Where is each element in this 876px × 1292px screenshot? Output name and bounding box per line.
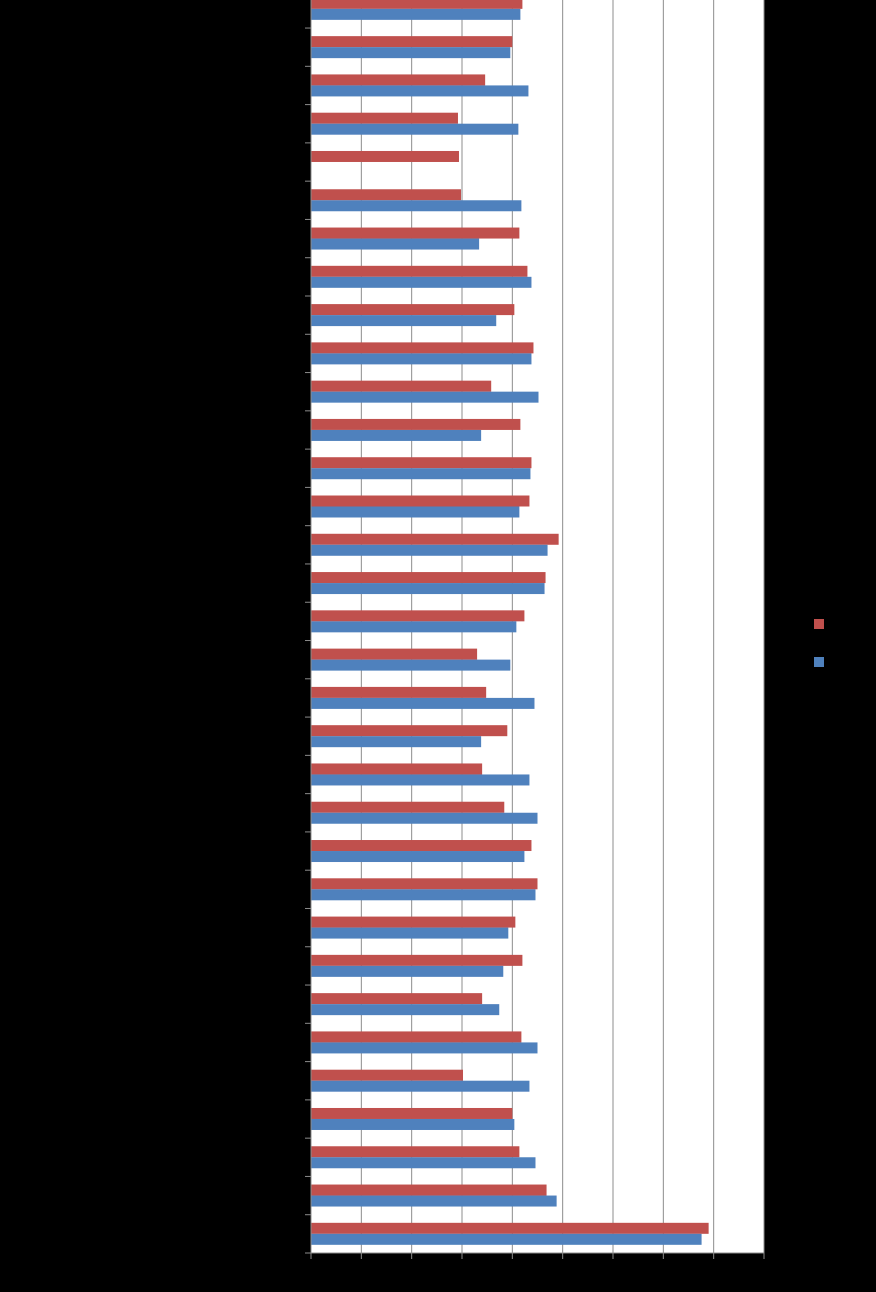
bar-series-2 — [311, 659, 511, 671]
bar-series-1 — [311, 36, 513, 48]
bar-series-2 — [311, 774, 530, 786]
bar-series-2 — [311, 544, 548, 556]
axes — [305, 0, 765, 1259]
bar-series-2 — [311, 1118, 515, 1130]
bar-series-2 — [311, 276, 532, 288]
bar-series-2 — [311, 429, 482, 441]
bar-series-1 — [311, 725, 508, 737]
bar-series-1 — [311, 189, 461, 201]
bar-series-1 — [311, 1146, 520, 1158]
bar-series-2 — [311, 965, 504, 977]
bar-series-2 — [311, 506, 520, 518]
bar-series-2 — [311, 85, 529, 97]
bar-series-1 — [311, 648, 478, 660]
bar-series-1 — [311, 954, 523, 966]
bar-series-1 — [311, 533, 559, 545]
bar-series-1 — [311, 304, 515, 316]
bar-series-2 — [311, 583, 545, 595]
bar-series-2 — [311, 123, 519, 135]
bar-series-1 — [311, 495, 530, 507]
bar-series-1 — [311, 227, 520, 239]
bar-series-1 — [311, 74, 486, 86]
bar-series-1 — [311, 342, 534, 354]
bar-series-1 — [311, 878, 538, 890]
bar-series-2 — [311, 468, 531, 480]
bar-series-1 — [311, 916, 516, 928]
bar-series-1 — [311, 993, 483, 1005]
legend-marker-series-2 — [814, 657, 824, 667]
bar-series-2 — [311, 697, 535, 709]
bar-series-1 — [311, 763, 483, 775]
bar-series-1 — [311, 1069, 464, 1081]
bar-series-1 — [311, 265, 528, 277]
bar-series-1 — [311, 801, 505, 813]
bar-series-1 — [311, 150, 459, 162]
bar-series-2 — [311, 353, 532, 365]
bar-series-2 — [311, 238, 480, 250]
bar-series-2 — [311, 391, 539, 403]
bar-series-1 — [311, 380, 492, 392]
bar-series-2 — [311, 889, 536, 901]
bar-series-2 — [311, 1195, 557, 1207]
bar-series-2 — [311, 8, 521, 20]
bar-series-2 — [311, 812, 538, 824]
bars — [311, 0, 709, 1245]
bar-series-1 — [311, 0, 523, 9]
bar-series-2 — [311, 1080, 530, 1092]
bar-series-1 — [311, 1222, 709, 1234]
bar-series-1 — [311, 840, 532, 852]
bar-series-2 — [311, 736, 482, 748]
bar-series-2 — [311, 47, 511, 59]
bar-series-2 — [311, 315, 497, 327]
bar-series-2 — [311, 927, 509, 939]
legend — [814, 619, 824, 667]
bar-series-1 — [311, 686, 487, 698]
bar-series-1 — [311, 418, 521, 430]
bar-series-2 — [311, 200, 522, 212]
bar-series-1 — [311, 1184, 547, 1196]
bar-series-2 — [311, 851, 525, 863]
bar-series-1 — [311, 572, 546, 584]
bar-series-1 — [311, 1031, 522, 1043]
bar-series-1 — [311, 610, 525, 622]
bar-series-1 — [311, 1107, 513, 1119]
bar-series-1 — [311, 457, 532, 469]
bar-series-2 — [311, 1004, 500, 1016]
bar-series-2 — [311, 621, 517, 633]
bar-series-2 — [311, 1042, 538, 1054]
bar-series-2 — [311, 1157, 536, 1169]
bar-series-1 — [311, 112, 458, 124]
legend-marker-series-1 — [814, 619, 824, 629]
bar-series-2 — [311, 1233, 702, 1245]
